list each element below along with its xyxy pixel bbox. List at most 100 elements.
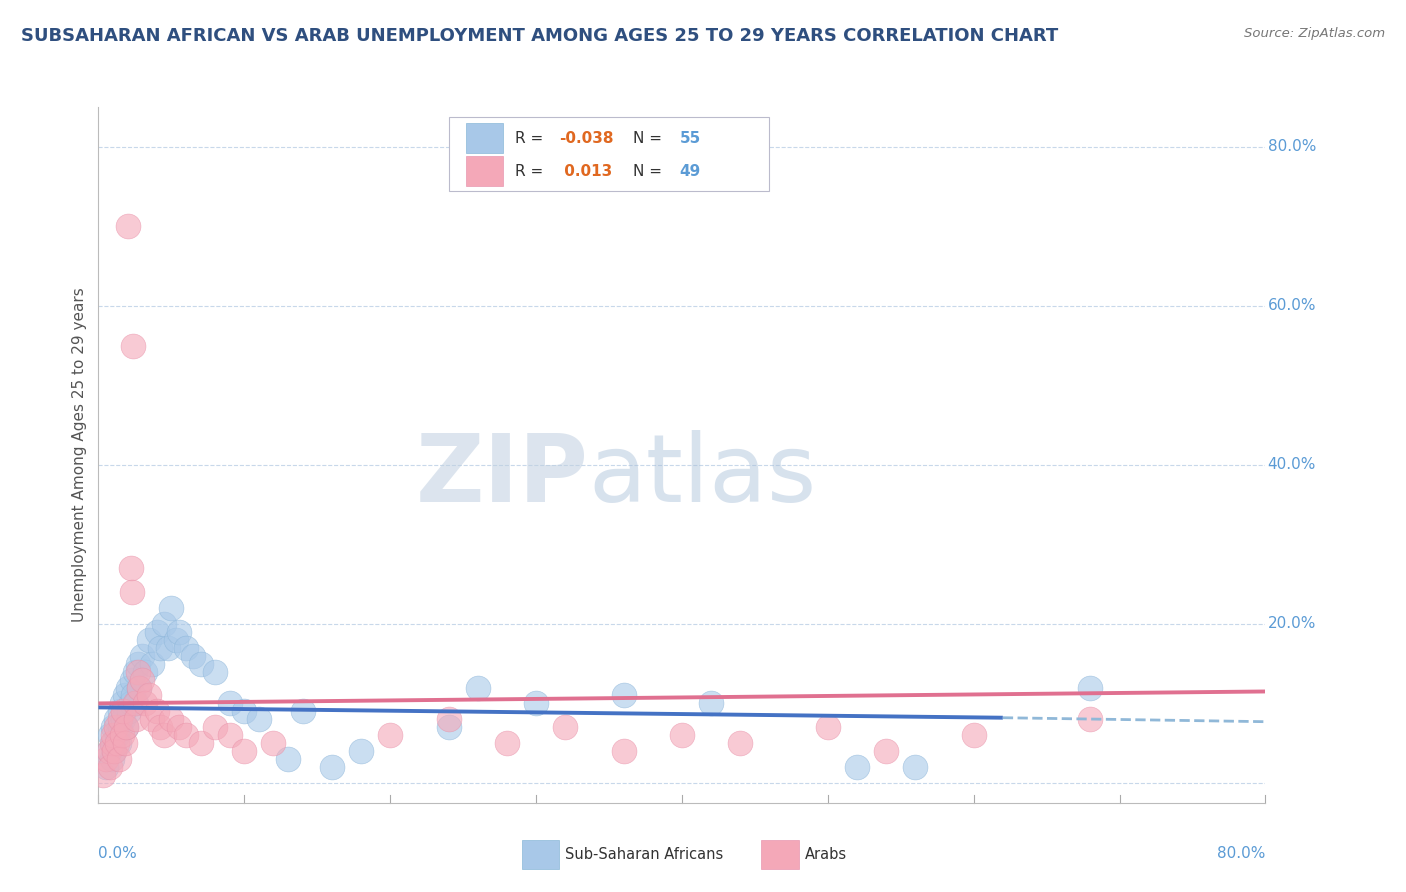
- Point: [962, 728, 984, 742]
- Point: [350, 744, 373, 758]
- Point: [247, 712, 270, 726]
- Text: 60.0%: 60.0%: [1268, 298, 1316, 313]
- Point: [115, 720, 138, 734]
- Point: [98, 760, 121, 774]
- Point: [700, 697, 723, 711]
- Point: [105, 736, 128, 750]
- Point: [128, 681, 150, 695]
- Point: [190, 657, 212, 671]
- Point: [160, 601, 183, 615]
- Point: [125, 712, 148, 726]
- Point: [167, 624, 190, 639]
- Text: 80.0%: 80.0%: [1268, 139, 1316, 154]
- Text: R =: R =: [515, 163, 548, 178]
- Y-axis label: Unemployment Among Ages 25 to 29 years: Unemployment Among Ages 25 to 29 years: [72, 287, 87, 623]
- Text: Arabs: Arabs: [804, 847, 846, 862]
- Point: [437, 720, 460, 734]
- Point: [138, 689, 160, 703]
- Point: [845, 760, 868, 774]
- FancyBboxPatch shape: [465, 123, 503, 153]
- Point: [112, 712, 135, 726]
- Point: [103, 744, 125, 758]
- Point: [165, 632, 187, 647]
- Point: [134, 697, 156, 711]
- Text: N =: N =: [633, 163, 666, 178]
- Point: [101, 728, 124, 742]
- Point: [378, 728, 402, 742]
- Point: [495, 736, 517, 750]
- Text: Source: ZipAtlas.com: Source: ZipAtlas.com: [1244, 27, 1385, 40]
- Point: [120, 697, 142, 711]
- Point: [146, 624, 169, 639]
- Point: [1080, 681, 1102, 695]
- Point: [125, 697, 148, 711]
- Text: 55: 55: [679, 130, 700, 145]
- Point: [115, 720, 138, 734]
- Point: [218, 697, 240, 711]
- Point: [437, 712, 460, 726]
- Point: [167, 720, 190, 734]
- Point: [121, 585, 143, 599]
- Point: [91, 768, 114, 782]
- Point: [554, 720, 576, 734]
- Point: [105, 728, 128, 742]
- Point: [141, 657, 163, 671]
- Point: [100, 752, 122, 766]
- Text: 49: 49: [679, 163, 700, 178]
- Point: [110, 704, 132, 718]
- Point: [111, 728, 134, 742]
- Point: [671, 728, 693, 742]
- Point: [174, 640, 197, 655]
- Point: [146, 704, 169, 718]
- Point: [174, 728, 197, 742]
- Point: [117, 219, 139, 234]
- Text: 80.0%: 80.0%: [1218, 846, 1265, 861]
- Point: [101, 720, 124, 734]
- Point: [291, 704, 314, 718]
- Point: [875, 744, 897, 758]
- FancyBboxPatch shape: [761, 839, 799, 869]
- Text: -0.038: -0.038: [560, 130, 614, 145]
- Point: [97, 744, 120, 758]
- Text: atlas: atlas: [589, 430, 817, 522]
- Point: [467, 681, 489, 695]
- Point: [108, 736, 131, 750]
- Point: [94, 760, 117, 774]
- Text: Sub-Saharan Africans: Sub-Saharan Africans: [565, 847, 724, 862]
- Text: 0.013: 0.013: [560, 163, 613, 178]
- Point: [122, 689, 145, 703]
- Point: [149, 720, 172, 734]
- Point: [100, 736, 122, 750]
- Point: [124, 665, 146, 679]
- Point: [111, 697, 134, 711]
- Point: [262, 736, 284, 750]
- Point: [817, 720, 839, 734]
- Point: [120, 561, 142, 575]
- Point: [904, 760, 927, 774]
- Point: [131, 673, 153, 687]
- Text: ZIP: ZIP: [416, 430, 589, 522]
- Text: 40.0%: 40.0%: [1268, 458, 1316, 473]
- Point: [204, 720, 226, 734]
- Point: [114, 689, 136, 703]
- Point: [127, 657, 149, 671]
- Point: [110, 712, 132, 726]
- Point: [612, 744, 634, 758]
- Point: [160, 712, 183, 726]
- Point: [204, 665, 226, 679]
- FancyBboxPatch shape: [465, 156, 503, 186]
- Point: [98, 728, 121, 742]
- Point: [122, 338, 145, 352]
- Point: [127, 665, 149, 679]
- Point: [141, 712, 163, 726]
- Point: [149, 640, 172, 655]
- Point: [524, 697, 547, 711]
- Point: [134, 665, 156, 679]
- Point: [233, 744, 256, 758]
- Point: [153, 728, 176, 742]
- Point: [277, 752, 299, 766]
- Text: N =: N =: [633, 130, 666, 145]
- Point: [103, 744, 125, 758]
- Point: [321, 760, 343, 774]
- Point: [104, 720, 127, 734]
